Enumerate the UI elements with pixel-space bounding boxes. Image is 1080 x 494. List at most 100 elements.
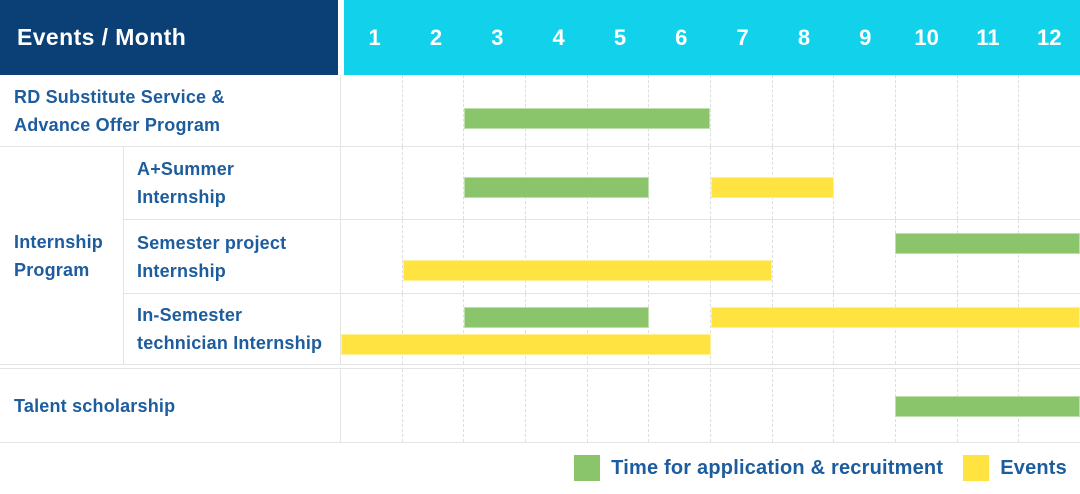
month-grid-column [586, 294, 649, 364]
row-label-line: RD Substitute Service & [14, 86, 225, 107]
row-label-line: In-Semester [137, 305, 243, 325]
month-grid-column [956, 147, 1019, 219]
events-bar [710, 177, 834, 198]
month-grid-column [341, 369, 402, 442]
schedule-table-body: RD Substitute Service & Advance Offer Pr… [0, 75, 1080, 443]
month-grid-column [895, 220, 957, 293]
month-grid-column [525, 294, 587, 364]
month-grid-column [1018, 75, 1080, 146]
month-grid-column [771, 75, 834, 146]
month-header-cell: 8 [797, 24, 811, 50]
internship-program-group: Internship Program A+Summer Internship S… [0, 147, 1080, 365]
gantt-grid-row [341, 294, 1080, 364]
group-label-line: Internship [14, 231, 104, 252]
row-label-line: Internship [137, 187, 227, 207]
month-header-cell: 9 [859, 24, 872, 50]
month-grid-column [833, 220, 895, 293]
row-label-talent-scholarship: Talent scholarship [0, 369, 341, 442]
month-grid-column [341, 75, 402, 146]
application-recruitment-bar [464, 177, 649, 198]
month-grid-column [956, 220, 1019, 293]
month-grid-column [463, 369, 525, 442]
legend: Time for application & recruitment Event… [574, 455, 1067, 481]
month-grid-column [895, 294, 957, 364]
row-label-line: A+Summer [137, 159, 235, 179]
month-grid-column [648, 294, 710, 364]
month-grid-column [956, 75, 1019, 146]
month-grid-column [895, 147, 957, 219]
application-recruitment-bar [464, 108, 711, 129]
month-header-cell: 7 [736, 24, 749, 50]
month-grid-column [710, 75, 772, 146]
row-label-line: Semester project [137, 232, 287, 253]
month-header-row: 1 2 3 4 5 6 7 8 9 10 11 12 [344, 0, 1080, 75]
month-grid-column [833, 75, 895, 146]
gantt-grid-row [341, 147, 1080, 219]
month-header-cell: 2 [429, 24, 443, 50]
month-header-cell: 12 [1037, 24, 1062, 50]
month-grid-column [586, 369, 649, 442]
events-month-header-cell: Events / Month [0, 0, 338, 75]
month-header-cell: 11 [976, 24, 1000, 50]
month-grid-column [463, 147, 525, 219]
month-header-cell: 10 [914, 24, 939, 50]
month-grid-column [341, 220, 402, 293]
row-label-in-semester: In-Semester technician Internship [124, 294, 341, 364]
month-grid-column [525, 369, 587, 442]
month-grid-column [463, 75, 525, 146]
legend-label-application: Time for application & recruitment [611, 456, 944, 479]
month-grid-column [710, 369, 772, 442]
legend-item-events: Events [963, 455, 1067, 481]
month-grid-column [771, 294, 834, 364]
gantt-grid-row [341, 369, 1080, 442]
month-header-cell: 3 [491, 24, 504, 50]
month-grid-column [771, 369, 834, 442]
month-grid-column [648, 220, 710, 293]
application-recruitment-bar [895, 396, 1080, 417]
table-row-semester-project: Semester project Internship [124, 220, 1080, 294]
month-grid-column [771, 220, 834, 293]
events-bar [402, 260, 773, 281]
month-header-cell: 4 [552, 24, 565, 50]
events-bar [710, 307, 1080, 328]
month-grid-column [956, 294, 1019, 364]
row-label-a-summer: A+Summer Internship [124, 147, 341, 219]
row-label-semester-project: Semester project Internship [124, 220, 341, 293]
events-month-header-label: Events / Month [17, 24, 187, 50]
month-header-cell: 6 [675, 24, 688, 50]
month-grid-column [341, 147, 402, 219]
month-grid-column [463, 294, 525, 364]
month-grid-column [648, 369, 710, 442]
month-grid-column [710, 294, 772, 364]
row-label-line: Advance Offer Program [14, 114, 221, 135]
gantt-grid-row [341, 75, 1080, 146]
table-row-in-semester: In-Semester technician Internship [124, 294, 1080, 364]
month-grid-column [463, 220, 525, 293]
group-label-line: Program [14, 259, 90, 280]
month-grid-column [1018, 220, 1080, 293]
month-grid-column [1018, 147, 1080, 219]
month-grid-column [1018, 294, 1080, 364]
row-label-rd-substitute: RD Substitute Service & Advance Offer Pr… [0, 75, 341, 146]
table-row-a-summer: A+Summer Internship [124, 147, 1080, 220]
group-label-internship-program: Internship Program [0, 147, 124, 364]
table-row-rd-substitute: RD Substitute Service & Advance Offer Pr… [0, 75, 1080, 147]
month-grid-column [833, 147, 895, 219]
month-grid-column [833, 369, 895, 442]
events-swatch-icon [963, 455, 990, 481]
application-swatch-icon [574, 455, 601, 481]
row-label-line: technician Internship [137, 333, 323, 353]
row-label-line: Talent scholarship [14, 395, 176, 416]
month-grid-column [401, 294, 464, 364]
application-recruitment-bar [464, 307, 649, 328]
gantt-grid-row [341, 220, 1080, 293]
row-label-line: Internship [137, 260, 227, 281]
group-subrows: A+Summer Internship Semester project Int… [124, 147, 1080, 364]
month-grid-column [401, 369, 464, 442]
month-grid-column [401, 147, 464, 219]
month-header-cell: 5 [613, 24, 627, 50]
month-grid-column [525, 220, 587, 293]
month-grid-column [401, 75, 464, 146]
month-grid-column [586, 220, 649, 293]
